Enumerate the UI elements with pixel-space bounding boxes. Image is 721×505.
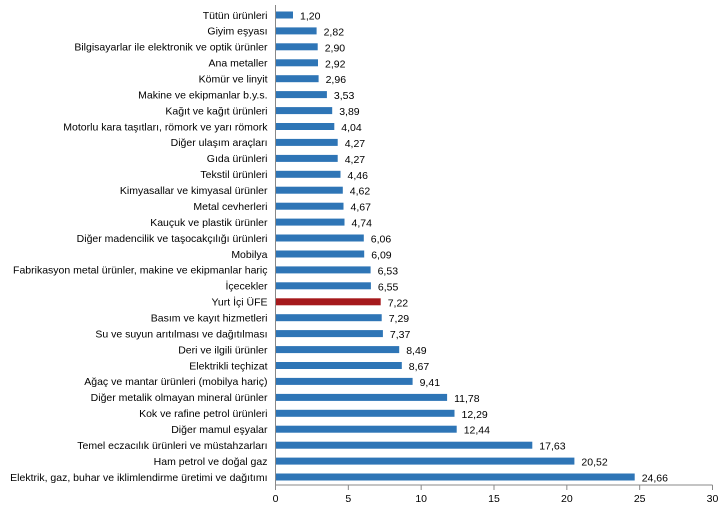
value-label: 7,37: [390, 329, 411, 341]
bar: [275, 107, 333, 115]
value-label: 4,67: [351, 202, 372, 214]
category-label: Bilgisayarlar ile elektronik ve optik ür…: [74, 42, 268, 54]
category-label: Tekstil ürünleri: [200, 169, 267, 181]
value-label: 4,27: [345, 138, 366, 150]
bar: [275, 234, 364, 242]
bar: [275, 377, 413, 385]
bar: [275, 123, 335, 130]
bar: [275, 170, 341, 178]
value-label: 4,04: [341, 122, 362, 134]
category-label: Gıda ürünleri: [207, 153, 268, 165]
category-label: Ağaç ve mantar ürünleri (mobilya hariç): [84, 376, 267, 388]
category-label: Mobilya: [231, 249, 267, 261]
category-label: Makine ve ekipmanlar b.y.s.: [138, 89, 267, 101]
bar: [275, 202, 344, 210]
value-label: 2,92: [325, 58, 346, 70]
bar: [275, 91, 327, 99]
value-label: 4,74: [352, 218, 373, 230]
category-label: Diğer ulaşım araçları: [171, 137, 268, 149]
category-label: Deri ve ilgili ürünler: [178, 344, 268, 356]
category-label: İçecekler: [225, 280, 268, 293]
bar: [275, 314, 382, 322]
value-label: 12,29: [462, 409, 488, 421]
bar: [275, 138, 338, 146]
bar: [275, 11, 293, 19]
value-label: 6,55: [378, 281, 399, 293]
bar: [275, 218, 345, 226]
bar: [275, 330, 383, 338]
category-label: Kağıt ve kağıt ürünleri: [165, 105, 267, 117]
value-label: 4,62: [350, 186, 371, 198]
bar: [275, 250, 365, 258]
category-label: Temel eczacılık ürünleri ve müstahzarlar…: [77, 440, 267, 452]
bar: [275, 393, 448, 401]
category-label: Tütün ürünleri: [203, 10, 268, 22]
bar: [275, 154, 338, 162]
category-label: Elektrikli teçhizat: [189, 360, 267, 372]
value-label: 12,44: [464, 425, 490, 437]
value-label: 6,09: [371, 250, 392, 262]
category-label: Diğer madencilik ve taşocakçılığı ürünle…: [77, 233, 268, 245]
category-label: Elektrik, gaz, buhar ve iklimlendirme ür…: [10, 472, 267, 484]
bar: [275, 43, 318, 51]
category-label: Fabrikasyon metal ürünler, makine ve eki…: [13, 265, 267, 277]
bar: [275, 75, 319, 83]
bar: [275, 59, 318, 67]
value-label: 4,27: [345, 154, 366, 166]
category-label: Motorlu kara taşıtları, römork ve yarı r…: [63, 121, 268, 133]
value-label: 8,49: [406, 345, 427, 357]
category-label: Diğer mamul eşyalar: [171, 424, 268, 436]
category-label: Metal cevherleri: [193, 201, 267, 213]
category-label: Yurt İçi ÜFE: [211, 296, 267, 309]
value-label: 11,78: [454, 393, 480, 405]
value-label: 1,20: [300, 11, 321, 23]
category-label: Giyim eşyası: [207, 26, 267, 38]
bar: [275, 425, 457, 433]
x-tick-label: 5: [345, 493, 351, 505]
value-label: 20,52: [581, 457, 607, 469]
value-label: 6,53: [378, 265, 399, 277]
bar: [275, 473, 635, 481]
category-label: Ham petrol ve doğal gaz: [154, 456, 268, 468]
category-label: Kömür ve linyit: [199, 74, 268, 86]
category-label: Kauçuk ve plastik ürünler: [150, 217, 268, 229]
x-tick-label: 20: [561, 493, 573, 505]
value-label: 2,96: [326, 74, 347, 86]
category-label: Kimyasallar ve kimyasal ürünler: [120, 185, 268, 197]
bar: [275, 346, 400, 354]
category-label: Basım ve kayıt hizmetleri: [151, 313, 268, 325]
x-tick-label: 30: [707, 493, 719, 505]
bar: [275, 282, 371, 290]
bar: [275, 409, 455, 417]
x-tick-label: 10: [415, 493, 427, 505]
value-label: 2,82: [324, 26, 345, 38]
bar: [275, 362, 402, 369]
value-label: 17,63: [539, 441, 565, 453]
value-label: 8,67: [409, 361, 430, 373]
value-label: 3,89: [339, 106, 360, 118]
category-label: Diğer metalik olmayan mineral ürünler: [91, 392, 268, 404]
value-label: 6,06: [371, 234, 392, 246]
category-label: Ana metaller: [209, 58, 268, 70]
x-tick-label: 15: [488, 493, 500, 505]
value-label: 7,22: [388, 297, 409, 309]
value-label: 3,53: [334, 90, 355, 102]
value-label: 7,29: [389, 313, 410, 325]
x-tick-label: 25: [634, 493, 646, 505]
bar: [275, 457, 575, 465]
bar: [275, 441, 533, 449]
bar: [275, 266, 371, 274]
category-label: Kok ve rafine petrol ürünleri: [139, 408, 267, 420]
value-label: 4,46: [348, 170, 369, 182]
bar: [275, 186, 343, 194]
bar-highlight: [275, 298, 381, 306]
bar: [275, 27, 317, 35]
category-label: Su ve suyun arıtılması ve dağıtılması: [95, 328, 267, 340]
x-tick-label: 0: [273, 493, 279, 505]
value-label: 9,41: [420, 377, 441, 389]
value-label: 2,90: [325, 42, 346, 54]
value-label: 24,66: [642, 473, 668, 485]
